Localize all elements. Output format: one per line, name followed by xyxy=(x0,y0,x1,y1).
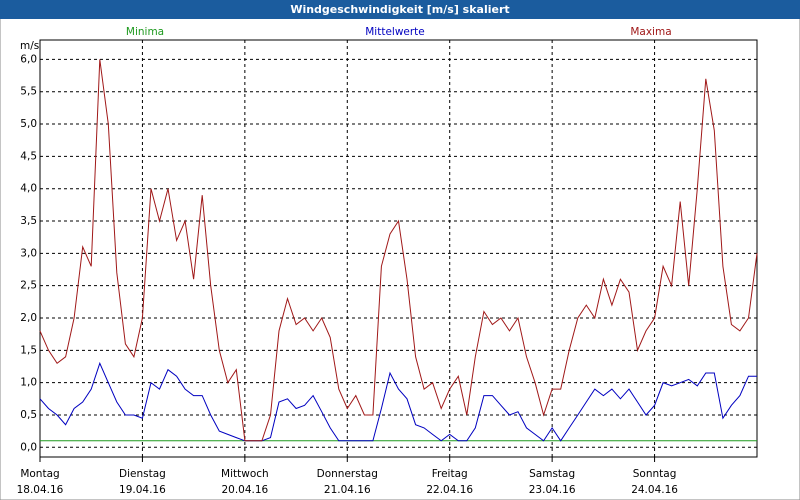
x-tick-weekday: Dienstag xyxy=(119,468,166,480)
x-tick-label: 20.04.16 xyxy=(221,484,268,496)
x-tick-weekday: Mittwoch xyxy=(221,468,269,480)
y-tick-label: 5,5 xyxy=(20,86,37,98)
y-tick-label: 2,5 xyxy=(20,280,37,292)
plot-frame xyxy=(39,39,758,458)
x-tick-label: 18.04.16 xyxy=(17,484,64,496)
y-tick-label: 4,0 xyxy=(20,183,37,195)
chart-title: Windgeschwindigkeit [m/s] skaliert xyxy=(290,3,509,16)
y-tick-label: 3,0 xyxy=(20,247,37,259)
x-tick-label: 21.04.16 xyxy=(324,484,371,496)
x-tick-weekday: Montag xyxy=(20,468,59,480)
legend-entry: Mittelwerte xyxy=(365,26,425,38)
x-tick-label: 23.04.16 xyxy=(529,484,576,496)
x-tick-weekday: Sonntag xyxy=(633,468,677,480)
y-tick-label: 0,5 xyxy=(20,409,37,421)
legend-entry: Minima xyxy=(126,26,164,38)
x-tick-weekday: Samstag xyxy=(529,468,575,480)
x-tick-label: 24.04.16 xyxy=(631,484,678,496)
y-tick-label: 1,5 xyxy=(20,344,37,356)
y-tick-label: 1,0 xyxy=(20,377,37,389)
y-tick-label: 0,0 xyxy=(20,441,37,453)
y-tick-label: 6,0 xyxy=(20,53,37,65)
series-line xyxy=(39,361,757,442)
y-axis-label: m/s xyxy=(20,40,39,52)
y-tick-label: 2,0 xyxy=(20,312,37,324)
y-tick-label: 4,5 xyxy=(20,150,37,162)
y-tick-label: 5,0 xyxy=(20,118,37,130)
x-tick-label: 19.04.16 xyxy=(119,484,166,496)
series-line xyxy=(39,59,758,442)
x-tick-label: 22.04.16 xyxy=(426,484,473,496)
y-tick-label: 3,5 xyxy=(20,215,37,227)
x-tick-weekday: Freitag xyxy=(432,468,468,480)
x-tick-weekday: Donnerstag xyxy=(317,468,378,480)
legend-entry: Maxima xyxy=(630,26,671,38)
title-bar xyxy=(0,0,800,19)
